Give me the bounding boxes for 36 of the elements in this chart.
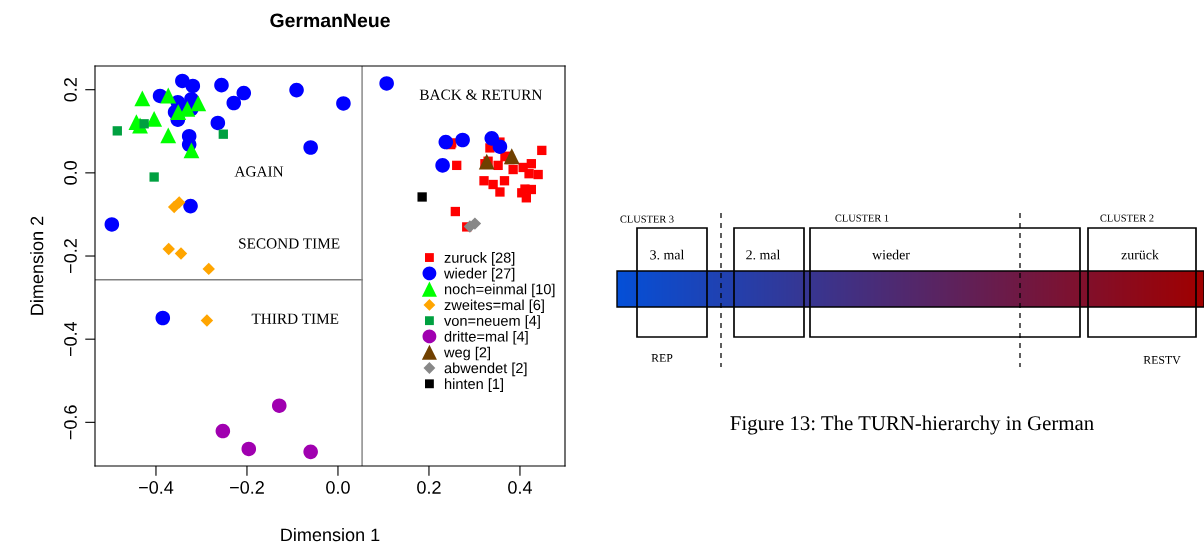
caption: Figure 13: The TURN-hierarchy in German [730,415,1094,435]
y-axis-title: Dimension 2 [30,216,44,315]
y-tick-label: 0.2 [64,78,77,102]
x-tick-label: 0.2 [417,481,441,494]
legend-label: hinten [1] [445,378,503,392]
annotation: THIRD TIME [251,313,339,324]
x-tick-label: −0.4 [139,481,174,494]
text: CLUSTER 1 [835,214,889,222]
category-label: 3. mal [650,249,685,260]
y-tick-label: −0.6 [64,405,77,440]
legend-label: weg [2] [443,346,490,361]
text: RESTV [1143,356,1181,365]
chart-title: GermanNeue [270,13,390,28]
legend-label: abwendet [2] [444,362,527,377]
x-tick-label: 0.0 [326,481,350,494]
annotation: SECOND TIME [239,238,340,249]
x-tick-label: 0.4 [508,481,532,494]
text: CLUSTER 2 [1100,214,1154,222]
y-tick-label: −0.4 [64,321,77,357]
legend-label: zweites=mal [6] [444,299,544,314]
legend-label: dritte=mal [4] [444,330,528,345]
annotation: AGAIN [234,166,284,177]
legend-label: noch=einmal [10] [444,283,555,298]
y-tick-label: 0.0 [64,161,77,185]
legend-label: zuruck [28] [444,252,515,266]
category-label: wieder [872,249,910,260]
text: CLUSTER 3 [620,215,674,223]
legend-label: wieder [27] [443,267,515,282]
x-axis-title: Dimension 1 [281,527,380,542]
category-label: 2. mal [746,249,781,260]
legend-label: von=neuem [4] [444,315,540,329]
x-tick-label: −0.2 [230,481,264,494]
annotation: BACK & RETURN [419,89,543,100]
text: REP [651,354,673,362]
y-tick-label: −0.2 [64,239,77,273]
category-label: zurück [1121,249,1159,260]
